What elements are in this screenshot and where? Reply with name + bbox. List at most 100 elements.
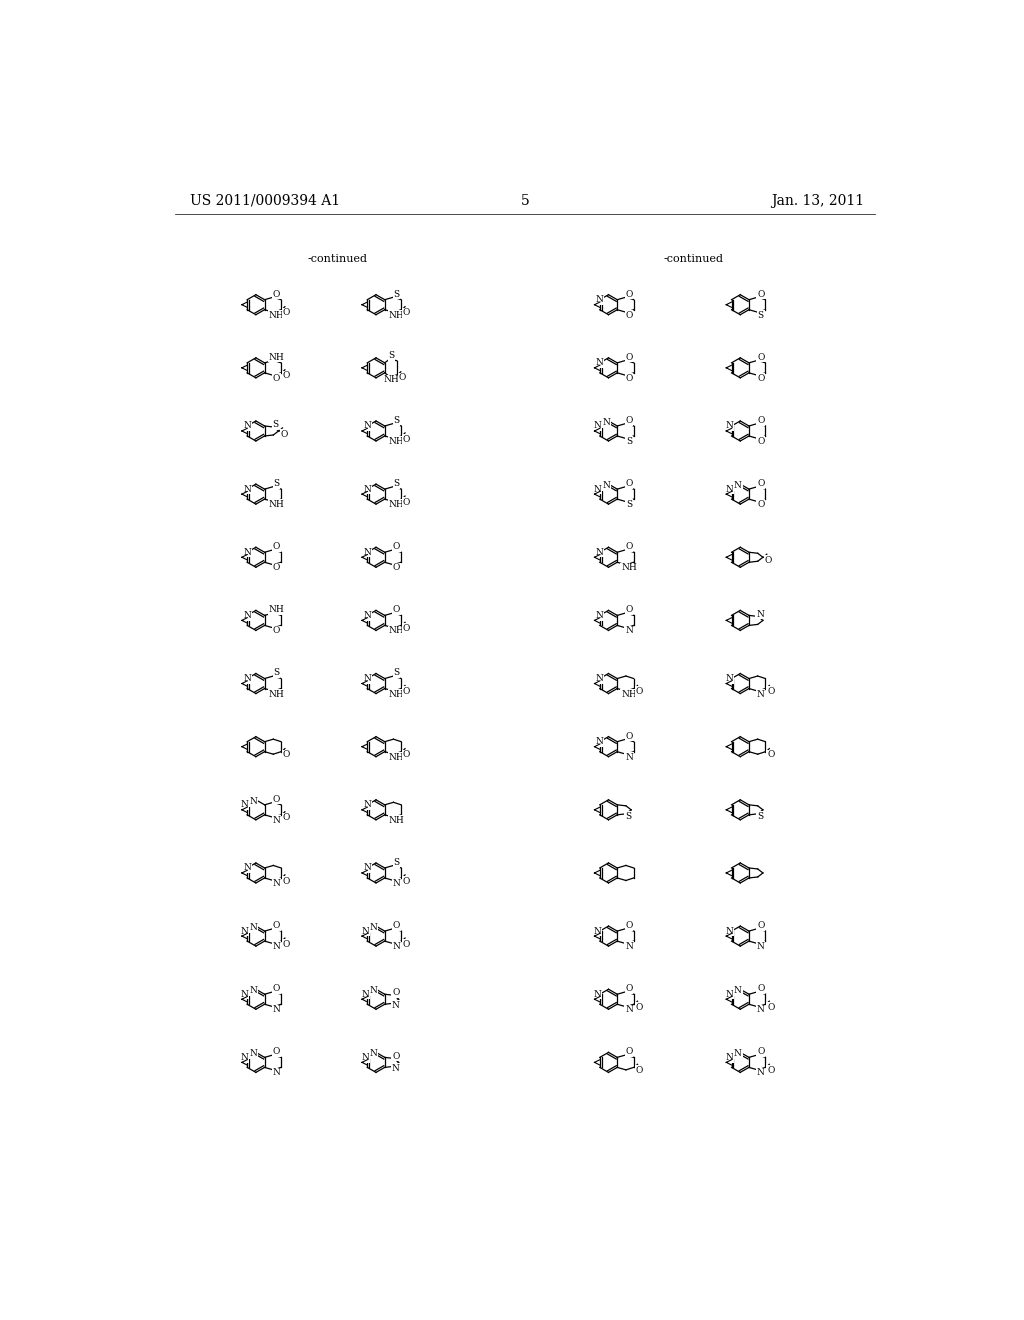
Text: O: O: [626, 606, 633, 614]
Text: NH: NH: [268, 606, 285, 614]
Text: O: O: [626, 352, 633, 362]
Text: S: S: [626, 812, 632, 821]
Text: O: O: [757, 1047, 765, 1056]
Text: NH: NH: [268, 500, 285, 510]
Text: N: N: [364, 611, 372, 620]
Text: N: N: [725, 990, 733, 999]
Text: N: N: [364, 800, 372, 809]
Text: O: O: [393, 564, 400, 573]
Text: O: O: [767, 688, 774, 696]
Text: O: O: [272, 564, 281, 573]
Text: O: O: [398, 374, 407, 383]
Text: S: S: [272, 420, 279, 429]
Text: N: N: [596, 548, 604, 557]
Text: S: S: [626, 437, 632, 446]
Text: O: O: [402, 940, 411, 949]
Text: O: O: [283, 876, 290, 886]
Text: N: N: [725, 1053, 733, 1061]
Text: N: N: [250, 1049, 257, 1059]
Text: O: O: [636, 1003, 643, 1012]
Text: O: O: [757, 479, 765, 488]
Text: O: O: [283, 371, 290, 380]
Text: O: O: [636, 688, 643, 696]
Text: O: O: [767, 750, 774, 759]
Text: N: N: [250, 923, 257, 932]
Text: -continued: -continued: [664, 253, 724, 264]
Text: O: O: [393, 606, 400, 614]
Text: N: N: [244, 675, 251, 682]
Text: N: N: [734, 986, 741, 995]
Text: O: O: [765, 556, 772, 565]
Text: S: S: [758, 310, 764, 319]
Text: O: O: [626, 416, 633, 425]
Text: N: N: [757, 1068, 765, 1077]
Text: S: S: [393, 289, 399, 298]
Text: S: S: [393, 858, 399, 867]
Text: O: O: [767, 1067, 774, 1074]
Text: N: N: [625, 627, 633, 635]
Text: N: N: [594, 484, 601, 494]
Text: O: O: [393, 921, 400, 931]
Text: O: O: [626, 921, 633, 931]
Text: O: O: [272, 374, 281, 383]
Text: N: N: [364, 484, 372, 494]
Text: 5: 5: [520, 194, 529, 207]
Text: O: O: [626, 731, 633, 741]
Text: NH: NH: [389, 627, 404, 635]
Text: N: N: [361, 990, 369, 999]
Text: N: N: [244, 548, 251, 557]
Text: O: O: [283, 750, 290, 759]
Text: N: N: [757, 1006, 765, 1014]
Text: N: N: [596, 737, 604, 746]
Text: O: O: [626, 310, 633, 319]
Text: NH: NH: [622, 564, 637, 573]
Text: N: N: [364, 863, 372, 873]
Text: NH: NH: [389, 816, 404, 825]
Text: NH: NH: [389, 752, 404, 762]
Text: S: S: [626, 500, 632, 510]
Text: N: N: [392, 942, 400, 952]
Text: O: O: [402, 750, 411, 759]
Text: N: N: [725, 927, 733, 936]
Text: N: N: [250, 986, 257, 995]
Text: S: S: [393, 416, 399, 425]
Text: N: N: [272, 942, 281, 952]
Text: N: N: [596, 675, 604, 682]
Text: O: O: [757, 500, 765, 510]
Text: N: N: [250, 797, 257, 805]
Text: O: O: [757, 374, 765, 383]
Text: O: O: [757, 437, 765, 446]
Text: N: N: [594, 927, 601, 936]
Text: S: S: [757, 812, 763, 821]
Text: N: N: [392, 1064, 399, 1073]
Text: O: O: [402, 876, 411, 886]
Text: NH: NH: [268, 689, 285, 698]
Text: NH: NH: [268, 352, 285, 362]
Text: N: N: [757, 942, 765, 952]
Text: N: N: [241, 1053, 249, 1061]
Text: O: O: [402, 498, 411, 507]
Text: O: O: [272, 1047, 281, 1056]
Text: O: O: [767, 1003, 774, 1012]
Text: N: N: [734, 482, 741, 490]
Text: S: S: [388, 351, 394, 360]
Text: NH: NH: [622, 689, 637, 698]
Text: US 2011/0009394 A1: US 2011/0009394 A1: [190, 194, 340, 207]
Text: O: O: [272, 627, 281, 635]
Text: N: N: [725, 675, 733, 682]
Text: N: N: [596, 611, 604, 620]
Text: N: N: [602, 418, 610, 426]
Text: NH: NH: [389, 500, 404, 510]
Text: O: O: [626, 289, 633, 298]
Text: N: N: [370, 1049, 378, 1059]
Text: O: O: [626, 1047, 633, 1056]
Text: O: O: [757, 985, 765, 993]
Text: O: O: [272, 921, 281, 931]
Text: N: N: [370, 923, 378, 932]
Text: O: O: [626, 543, 633, 552]
Text: N: N: [244, 421, 251, 430]
Text: O: O: [272, 289, 281, 298]
Text: O: O: [402, 688, 411, 696]
Text: O: O: [402, 624, 411, 634]
Text: N: N: [241, 800, 249, 809]
